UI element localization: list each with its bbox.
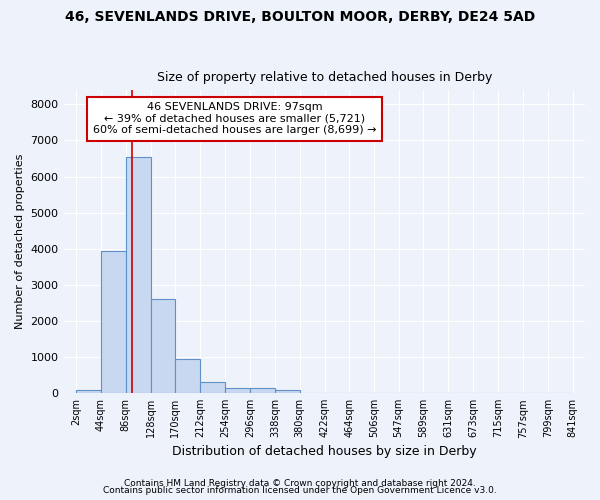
- Bar: [151, 300, 175, 393]
- Y-axis label: Number of detached properties: Number of detached properties: [15, 154, 25, 329]
- Bar: [250, 388, 275, 393]
- Bar: [125, 156, 151, 393]
- Text: 46, SEVENLANDS DRIVE, BOULTON MOOR, DERBY, DE24 5AD: 46, SEVENLANDS DRIVE, BOULTON MOOR, DERB…: [65, 10, 535, 24]
- Bar: [200, 382, 225, 393]
- Text: Contains public sector information licensed under the Open Government Licence v3: Contains public sector information licen…: [103, 486, 497, 495]
- Bar: [101, 250, 125, 393]
- X-axis label: Distribution of detached houses by size in Derby: Distribution of detached houses by size …: [172, 444, 476, 458]
- Text: Contains HM Land Registry data © Crown copyright and database right 2024.: Contains HM Land Registry data © Crown c…: [124, 478, 476, 488]
- Bar: [275, 390, 300, 393]
- Text: 46 SEVENLANDS DRIVE: 97sqm
← 39% of detached houses are smaller (5,721)
60% of s: 46 SEVENLANDS DRIVE: 97sqm ← 39% of deta…: [93, 102, 376, 136]
- Bar: [76, 390, 101, 393]
- Bar: [225, 388, 250, 393]
- Title: Size of property relative to detached houses in Derby: Size of property relative to detached ho…: [157, 72, 492, 85]
- Bar: [175, 359, 200, 393]
